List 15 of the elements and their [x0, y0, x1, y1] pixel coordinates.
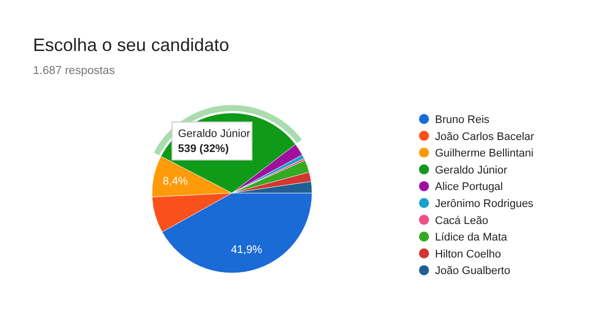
legend-label: Alice Portugal	[435, 181, 503, 194]
legend-label: Hilton Coelho	[435, 248, 502, 260]
text: Geraldo Júnior 539 (32%)	[178, 128, 250, 155]
legend-label: Lídice da Mata	[435, 232, 508, 244]
legend-label: Geraldo Júnior	[435, 164, 508, 176]
chart-subtitle: 1.687 respostas	[33, 65, 116, 77]
legend-label: Cacá Leão	[435, 214, 488, 227]
legend-label: Bruno Reis	[435, 114, 490, 126]
legend-label: Guilherme Bellintani	[435, 148, 534, 160]
legend-label: João Carlos Bacelar	[435, 130, 534, 143]
data-label: 8,4%	[162, 176, 188, 188]
legend-label: Jerônimo Rodrigues	[435, 198, 534, 210]
data-label: 41,9%	[231, 244, 262, 256]
legend-label: João Gualberto	[435, 265, 510, 278]
chart-title: Escolha o seu candidato	[33, 35, 230, 55]
